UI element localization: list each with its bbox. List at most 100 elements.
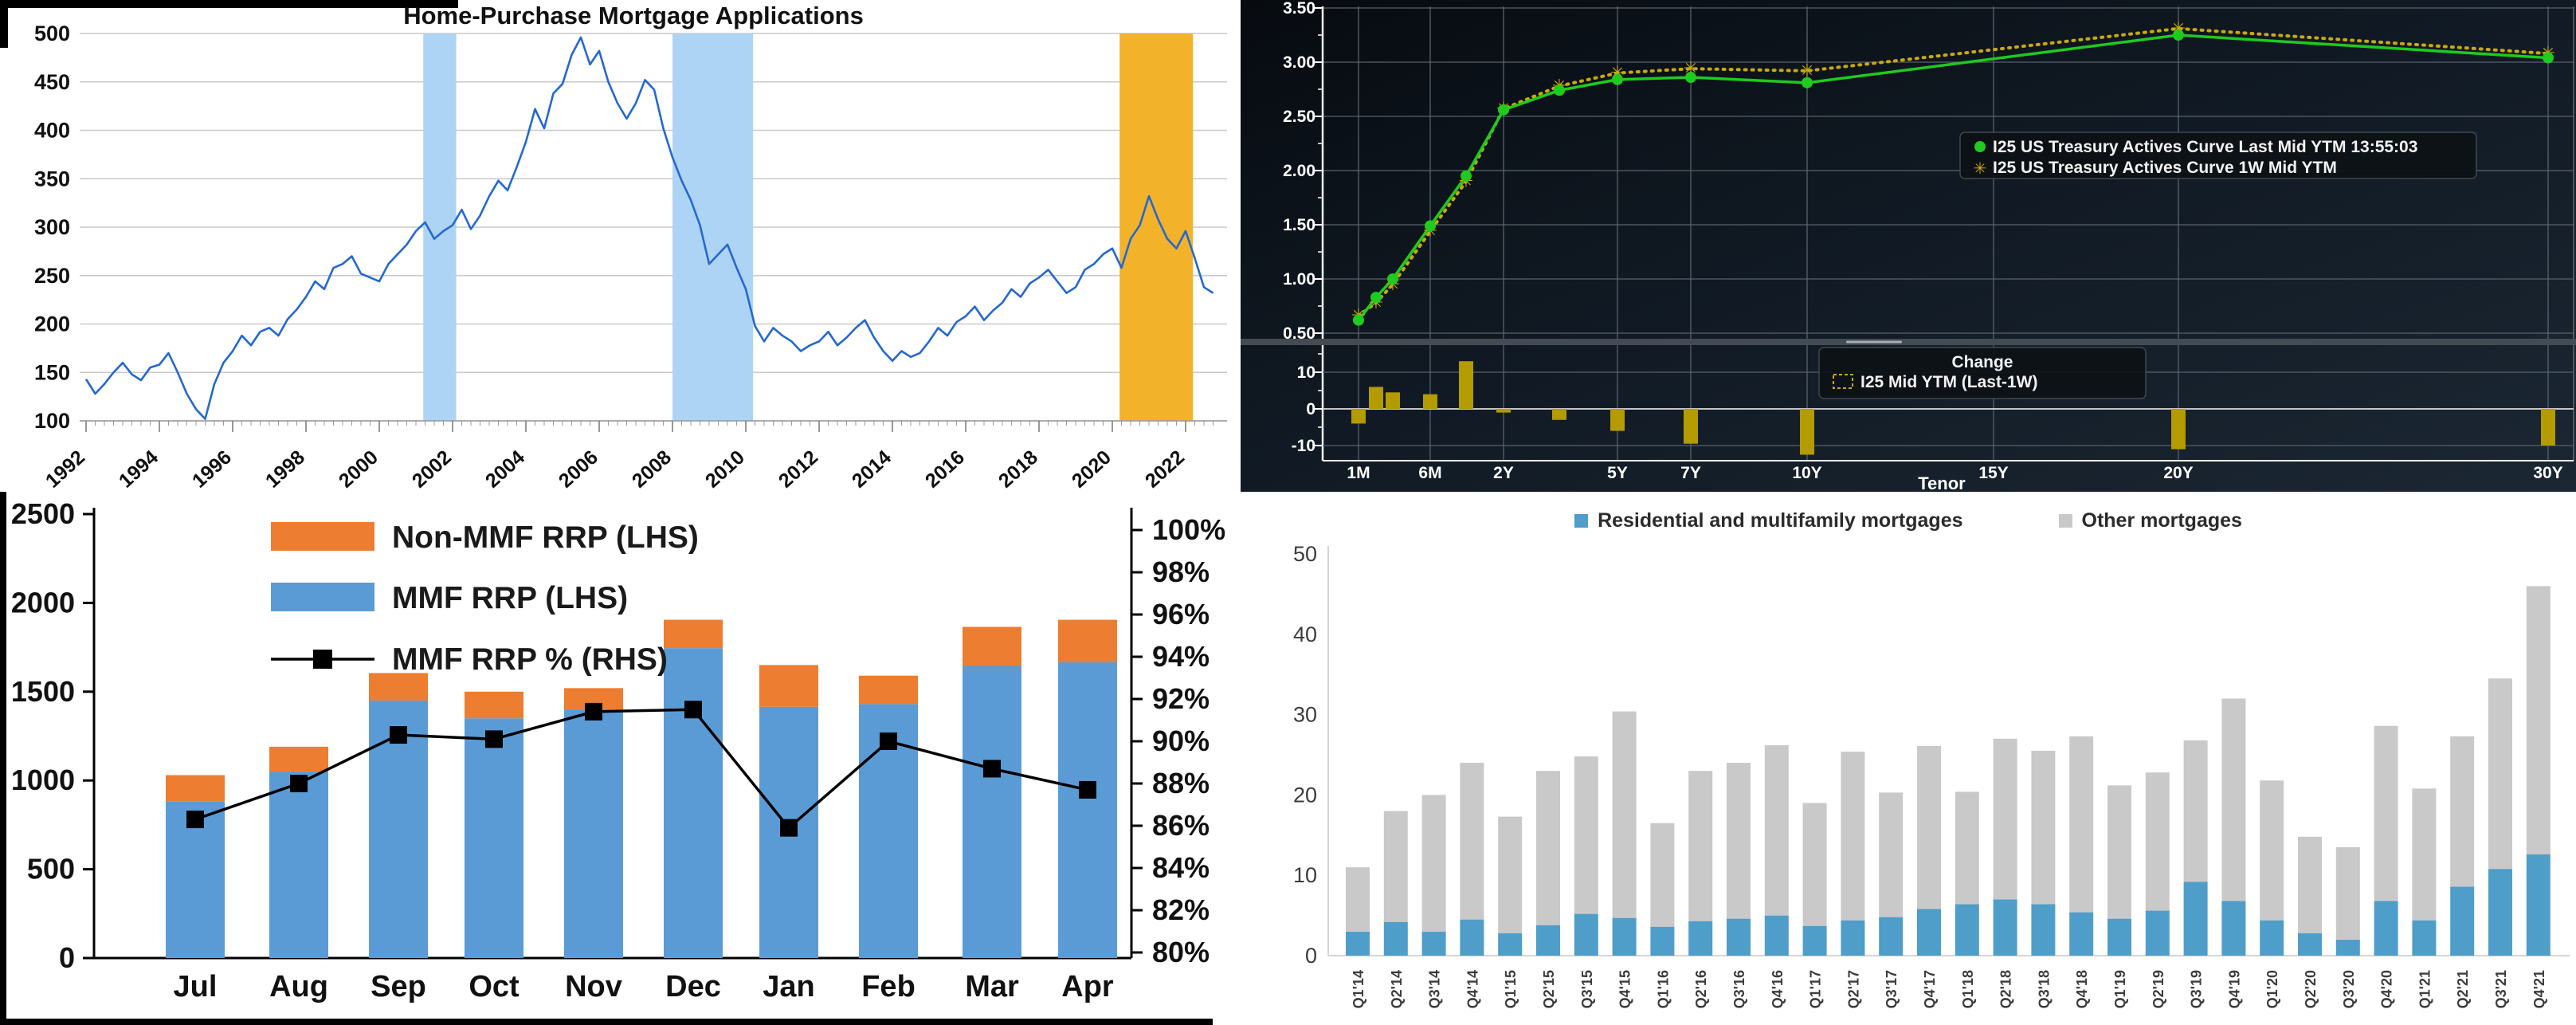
y-tick-label: 3.00 bbox=[1283, 53, 1315, 72]
legend-label[interactable]: I25 US Treasury Actives Curve 1W Mid YTM bbox=[1993, 159, 2337, 177]
residential-bar-Q1'16 bbox=[1650, 926, 1675, 956]
quarter-label: Q1'18 bbox=[1960, 970, 1976, 1008]
residential-bar-Q4'19 bbox=[2221, 901, 2246, 956]
y-right-label: 100% bbox=[1152, 513, 1225, 546]
quarter-label: Q3'16 bbox=[1731, 970, 1747, 1008]
quarter-label: Q1'14 bbox=[1351, 970, 1366, 1008]
quarter-label: Q2'16 bbox=[1693, 970, 1709, 1008]
other-bar-Q4'21 bbox=[2526, 586, 2551, 854]
quarter-label: Q4'21 bbox=[2531, 970, 2547, 1008]
change-bar-5Y bbox=[1610, 409, 1625, 431]
non-mmf-bar-Feb bbox=[859, 675, 918, 705]
mortgage-legend: Residential and multifamily mortgages Ot… bbox=[1241, 509, 2576, 532]
home-purchase-applications-chart: Home-Purchase Mortgage Applications 500 45… bbox=[34, 2, 1227, 492]
other-bar-Q2'19 bbox=[2145, 772, 2170, 911]
residential-bar-Q3'16 bbox=[1727, 918, 1751, 956]
other-bar-Q2'14 bbox=[1383, 811, 1408, 922]
residential-bar-Q1'17 bbox=[1802, 925, 1827, 956]
residential-bar-Q4'15 bbox=[1612, 917, 1637, 956]
dot-marker-icon bbox=[2173, 29, 2184, 41]
tenor-label: 5Y bbox=[1607, 464, 1628, 482]
residential-bar-Q1'18 bbox=[1955, 904, 1979, 956]
change-legend-title: Change bbox=[1951, 353, 2013, 371]
change-bar-6M bbox=[1423, 394, 1437, 409]
legend-label[interactable]: I25 Mid YTM (Last-1W) bbox=[1860, 373, 2037, 391]
panel-treasury-curve-terminal: 3.503.002.502.001.501.000.50100-10✳✳✳✳✳✳… bbox=[1241, 0, 2576, 492]
legend-label: Residential and multifamily mortgages bbox=[1598, 509, 1963, 532]
non-mmf-bar-Mar bbox=[963, 626, 1021, 666]
change-legend[interactable]: Change I25 Mid YTM (Last-1W) bbox=[1818, 347, 2147, 399]
y-right-label: 96% bbox=[1152, 598, 1210, 630]
legend-label: MMF RRP (LHS) bbox=[392, 581, 628, 615]
panel-divider[interactable] bbox=[1241, 339, 2576, 345]
y-tick-label: 3.50 bbox=[1283, 0, 1315, 18]
other-bar-Q1'15 bbox=[1498, 816, 1523, 933]
other-bar-Q3'19 bbox=[2183, 740, 2208, 882]
change-bar-2M bbox=[1369, 387, 1383, 409]
residential-bar-Q1'19 bbox=[2107, 918, 2131, 956]
residential-bar-Q4'20 bbox=[2374, 901, 2398, 956]
residential-bar-Q2'20 bbox=[2298, 933, 2322, 956]
dot-marker-icon bbox=[1353, 314, 1364, 326]
divider-handle-icon[interactable] bbox=[1846, 340, 1902, 344]
y-tick-label: 100 bbox=[34, 409, 70, 433]
other-bar-Q2'20 bbox=[2298, 836, 2322, 933]
x-tick-label: 2012 bbox=[774, 446, 822, 492]
quarter-label: Q2'21 bbox=[2455, 970, 2471, 1008]
x-tick-label: 2002 bbox=[408, 446, 456, 492]
y-tick-label: 2.00 bbox=[1283, 162, 1315, 180]
tenor-label: 20Y bbox=[2163, 464, 2193, 482]
pct-marker bbox=[390, 726, 407, 744]
other-bar-Q3'17 bbox=[1879, 792, 1904, 917]
pct-marker bbox=[880, 732, 897, 750]
quarter-label: Q1'17 bbox=[1808, 970, 1824, 1008]
y-right-label: 98% bbox=[1152, 556, 1210, 588]
mmf-bar-Oct bbox=[465, 718, 523, 958]
month-label: Jul bbox=[174, 970, 218, 1003]
quarter-label: Q1'16 bbox=[1655, 970, 1671, 1008]
pct-marker bbox=[585, 702, 602, 721]
pct-marker bbox=[780, 819, 798, 837]
dot-marker-icon bbox=[1461, 170, 1472, 182]
y-tick-label: 150 bbox=[34, 360, 70, 384]
legend-label[interactable]: I25 US Treasury Actives Curve Last Mid Y… bbox=[1993, 138, 2417, 156]
legend-item-other: Other mortgages bbox=[2058, 509, 2242, 532]
other-bar-Q1'21 bbox=[2412, 788, 2437, 921]
quarter-label: Q3'15 bbox=[1579, 970, 1595, 1008]
y-right-label: 94% bbox=[1152, 640, 1210, 673]
x-tick-label: 1994 bbox=[115, 446, 163, 492]
panel-rrp-chart: 2500 2000 1500 1000 500 0 100% 98% 96% 94% 92% 90% 8… bbox=[0, 492, 1241, 1025]
month-label: Dec bbox=[665, 970, 721, 1003]
other-bar-Q4'15 bbox=[1612, 711, 1637, 918]
non-mmf-bar-Dec bbox=[664, 619, 723, 649]
quarter-label: Q4'19 bbox=[2226, 970, 2242, 1008]
y-right-label: 80% bbox=[1152, 936, 1210, 968]
quarter-label: Q2'17 bbox=[1845, 970, 1861, 1008]
legend-label: Other mortgages bbox=[2081, 509, 2242, 532]
residential-bar-Q3'18 bbox=[2031, 904, 2056, 956]
y-tick-label: 0.50 bbox=[1283, 324, 1315, 343]
y-tick-label: 30 bbox=[1293, 703, 1317, 727]
curve-legend[interactable]: I25 US Treasury Actives Curve Last Mid Y… bbox=[1959, 132, 2477, 179]
y-right-label: 86% bbox=[1152, 809, 1210, 842]
quarter-label: Q4'16 bbox=[1770, 970, 1786, 1008]
quarter-label: Q1'20 bbox=[2264, 970, 2280, 1008]
residential-swatch-icon bbox=[1574, 514, 1589, 528]
x-tick-label: 2008 bbox=[628, 446, 676, 492]
frame-left bbox=[0, 492, 6, 1025]
other-bar-Q1'14 bbox=[1346, 867, 1370, 932]
residential-bar-Q4'16 bbox=[1764, 915, 1789, 956]
residential-bar-Q2'21 bbox=[2450, 886, 2475, 956]
month-label: Aug bbox=[269, 970, 328, 1003]
quarter-label: Q3'17 bbox=[1884, 970, 1900, 1008]
change-tick-label: 0 bbox=[1306, 400, 1315, 418]
change-tick-label: -10 bbox=[1292, 437, 1315, 455]
legend-swatch-icon bbox=[271, 583, 374, 611]
y-left-label: 0 bbox=[59, 941, 75, 974]
x-tick-label: 2006 bbox=[555, 446, 602, 492]
dot-marker-icon bbox=[1425, 220, 1436, 232]
tenor-label: 1M bbox=[1347, 464, 1370, 482]
y-right-label: 92% bbox=[1152, 682, 1210, 715]
y-tick-label: 50 bbox=[1293, 542, 1317, 566]
pct-marker bbox=[186, 811, 204, 829]
